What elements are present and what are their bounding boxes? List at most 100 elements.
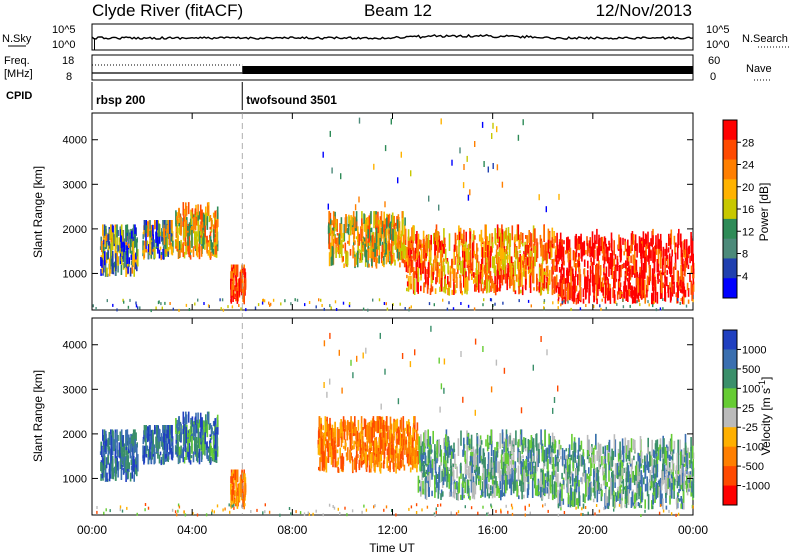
power-echo-2364	[433, 303, 435, 307]
velocity-echo-38	[120, 461, 123, 466]
velocity-echo-2125	[556, 475, 559, 484]
power-echo-2271	[682, 281, 684, 291]
velocity-echo-2376	[619, 486, 621, 494]
velocity-echo-1607	[543, 449, 545, 465]
velocity-panel-frame	[91, 317, 694, 516]
power-echo-2378	[378, 298, 381, 302]
velocity-echo-1987	[651, 475, 653, 484]
velocity-echo-2296	[569, 476, 572, 484]
power-echo-103	[104, 260, 107, 277]
velocity-echo-1858	[614, 439, 617, 457]
velocity-echo-1632	[549, 456, 551, 464]
freq-tick-bottom: 8	[66, 71, 72, 83]
velocity-echo-1984	[587, 486, 590, 501]
power-echo-1385	[532, 260, 535, 269]
power-echo-1160	[443, 286, 445, 293]
velocity-echo-637	[354, 416, 356, 430]
power-echo-1514	[474, 253, 477, 260]
velocity-echo-946	[357, 438, 359, 451]
velocity-echo-269	[148, 429, 151, 441]
power-echo-2443	[527, 299, 530, 303]
power-echo-1870	[692, 281, 695, 292]
velocity-echo-1206	[546, 477, 548, 481]
velocity-echo-656	[343, 445, 345, 449]
velocity-echo-1319	[456, 493, 458, 501]
power-echo-924	[395, 234, 398, 240]
velocity-echo-1775	[684, 470, 686, 477]
power-echo-2499	[410, 170, 412, 177]
velocity-echo-694	[394, 419, 397, 432]
velocity-echo-1867	[607, 505, 610, 509]
power-echo-1936	[691, 287, 693, 302]
power-echo-2035	[611, 260, 613, 279]
velocity-echo-1560	[536, 456, 538, 472]
power-echo-501	[194, 217, 197, 231]
velocity-echo-609	[417, 433, 419, 450]
velocity-echo-2317	[607, 502, 610, 506]
velocity-echo-1963	[613, 494, 616, 509]
power-echo-1383	[500, 270, 502, 284]
velocity-echo-1637	[446, 447, 449, 464]
velocity-echo-1313	[517, 441, 519, 458]
power-echo-2156	[658, 248, 661, 254]
power-echo-1451	[535, 249, 538, 262]
nsky-panel-frame	[91, 23, 694, 51]
velocity-echo-1170	[465, 473, 467, 479]
power-echo-1479	[503, 231, 506, 242]
velocity-echo-1721	[504, 475, 507, 494]
power-echo-1270	[528, 244, 530, 258]
velocity-echo-2375	[603, 480, 605, 486]
velocity-echo-731	[370, 420, 372, 431]
power-echo-509	[177, 236, 179, 249]
velocity-echo-1494	[514, 461, 517, 471]
velocity-echo-97	[130, 465, 133, 471]
velocity-echo-970	[331, 438, 334, 450]
power-echo-2167	[573, 284, 576, 302]
velocity-echo-977	[341, 426, 344, 443]
power-echo-469	[184, 228, 186, 238]
velocity-echo-2312	[692, 477, 694, 496]
velocity-echo-1062	[351, 423, 354, 429]
power-echo-1549	[527, 245, 529, 254]
velocity-echo-1894	[650, 455, 652, 466]
velocity-echo-285	[147, 457, 150, 465]
velocity-echo-566	[232, 473, 235, 478]
velocity-echo-135	[105, 430, 107, 448]
velocity-echo-671	[355, 446, 358, 464]
power-echo-856	[389, 251, 391, 261]
power-echo-1809	[674, 242, 676, 255]
velocity-echo-164	[115, 458, 117, 477]
power-echo-167	[104, 251, 106, 266]
power-echo-2136	[646, 243, 649, 249]
velocity-echo-2298	[691, 481, 693, 493]
velocity-echo-496	[215, 451, 217, 460]
power-echo-76	[118, 245, 120, 252]
nsky-label: N.Sky	[2, 33, 32, 45]
velocity-echo-1935	[560, 456, 562, 460]
power-echo-2084	[556, 232, 558, 251]
power-echo-2494	[487, 166, 489, 173]
velocity-echo-1164	[505, 452, 508, 469]
velocity-echo-2259	[654, 488, 656, 503]
velocity-echo-1303	[474, 468, 477, 476]
velocity-echo-1260	[448, 473, 450, 489]
velocity-echo-1717	[457, 482, 460, 494]
power-echo-1597	[543, 271, 546, 275]
power-echo-1563	[530, 233, 533, 247]
velocity-echo-1527	[422, 488, 425, 494]
power-echo-2074	[625, 248, 628, 252]
velocity-echo-2414	[351, 509, 354, 513]
velocity-echo-1372	[461, 484, 464, 500]
velocity-echo-2378	[595, 482, 597, 492]
power-echo-1904	[632, 265, 634, 275]
velocity-echo-1596	[472, 476, 475, 483]
power-echo-929	[397, 242, 399, 249]
power-echo-1193	[533, 256, 535, 261]
velocity-echo-471	[200, 431, 203, 442]
velocity-echo-1427	[448, 444, 450, 458]
power-echo-374	[175, 223, 178, 238]
velocity-echo-2344	[682, 463, 684, 477]
velocity-echo-1416	[497, 461, 499, 474]
power-echo-33	[116, 233, 118, 249]
power-echo-2522	[469, 189, 471, 196]
